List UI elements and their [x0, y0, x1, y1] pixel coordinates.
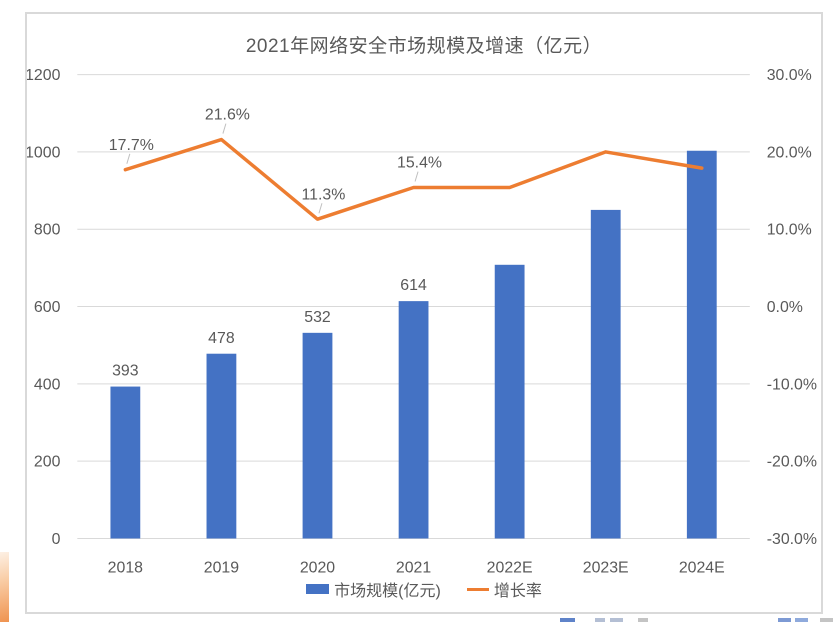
left-axis-tick-label: 0	[52, 531, 61, 548]
x-axis-category-label: 2019	[204, 559, 239, 576]
line-data-label: 21.6%	[205, 107, 250, 124]
right-axis-tick-label: 20.0%	[767, 144, 812, 161]
bar-data-label: 532	[304, 309, 331, 326]
data-label-leader-line	[126, 153, 131, 164]
right-axis-tick-label: -10.0%	[767, 376, 817, 393]
chart-frame: 0 -30.0% 200 -20.0% 400 -10.0% 600 0.0% 800 10.0%…	[25, 12, 823, 614]
left-axis-tick-label: 1000	[27, 144, 61, 161]
bar-series-swatch-icon	[306, 584, 330, 594]
bar-2021	[398, 301, 429, 539]
legend-item-growth-rate: 增长率	[466, 577, 542, 601]
clipped-mark	[610, 618, 623, 622]
right-axis-tick-label: 10.0%	[767, 222, 812, 239]
clipped-mark	[638, 618, 648, 622]
left-axis-tick-label: 600	[34, 299, 61, 316]
combo-chart-plot-area: 0 -30.0% 200 -20.0% 400 -10.0% 600 0.0% 800 10.0%…	[27, 67, 817, 576]
bar-2019	[206, 353, 237, 539]
x-axis-category-label: 2020	[300, 559, 335, 576]
chart-legend: 市场规模(亿元) 增长率	[27, 577, 821, 601]
legend-label-growth-rate: 增长率	[493, 583, 542, 600]
line-data-label: 17.7%	[109, 137, 154, 154]
right-axis-tick-label: -30.0%	[767, 531, 817, 548]
legend-label-market-size: 市场规模(亿元)	[334, 583, 441, 600]
left-axis-tick-label: 400	[34, 376, 61, 393]
growth-rate-line	[123, 137, 704, 221]
x-axis-category-label: 2024E	[679, 559, 725, 576]
right-axis-tick-label: -20.0%	[767, 454, 817, 471]
x-axis-category-label: 2022E	[487, 559, 533, 576]
line-series-swatch-icon	[466, 587, 489, 591]
x-axis-category-label: 2023E	[583, 559, 629, 576]
bar-data-label: 478	[208, 330, 235, 347]
slide-decor-orange-strip	[0, 552, 9, 622]
left-axis-tick-label: 800	[34, 222, 61, 239]
bar-2023E	[590, 209, 621, 539]
x-axis-category-label: 2018	[108, 559, 143, 576]
right-axis-tick-label: 30.0%	[767, 67, 812, 84]
clipped-mark	[778, 618, 791, 622]
bar-data-label: 393	[112, 363, 139, 380]
legend-item-market-size: 市场规模(亿元)	[306, 577, 441, 601]
bar-2022E	[494, 264, 525, 539]
line-data-label: 15.4%	[397, 155, 442, 172]
bar-2020	[302, 332, 333, 539]
line-data-label: 11.3%	[302, 186, 346, 203]
clipped-mark	[595, 618, 605, 622]
bar-2018	[110, 386, 141, 539]
data-label-leader-line	[414, 171, 419, 182]
data-label-leader-line	[222, 123, 227, 134]
left-axis-tick-label: 200	[34, 454, 61, 471]
right-axis-tick-label: 0.0%	[767, 299, 803, 316]
left-axis-tick-label: 1200	[27, 67, 61, 84]
chart-title: 2021年网络安全市场规模及增速（亿元）	[245, 36, 603, 57]
bar-data-label: 614	[400, 277, 427, 294]
clipped-mark	[560, 618, 575, 622]
clipped-mark	[795, 618, 808, 622]
data-label-leader-line	[318, 203, 323, 214]
bar-2024E	[686, 150, 717, 539]
x-axis-category-label: 2021	[396, 559, 431, 576]
clipped-mark	[820, 618, 833, 622]
